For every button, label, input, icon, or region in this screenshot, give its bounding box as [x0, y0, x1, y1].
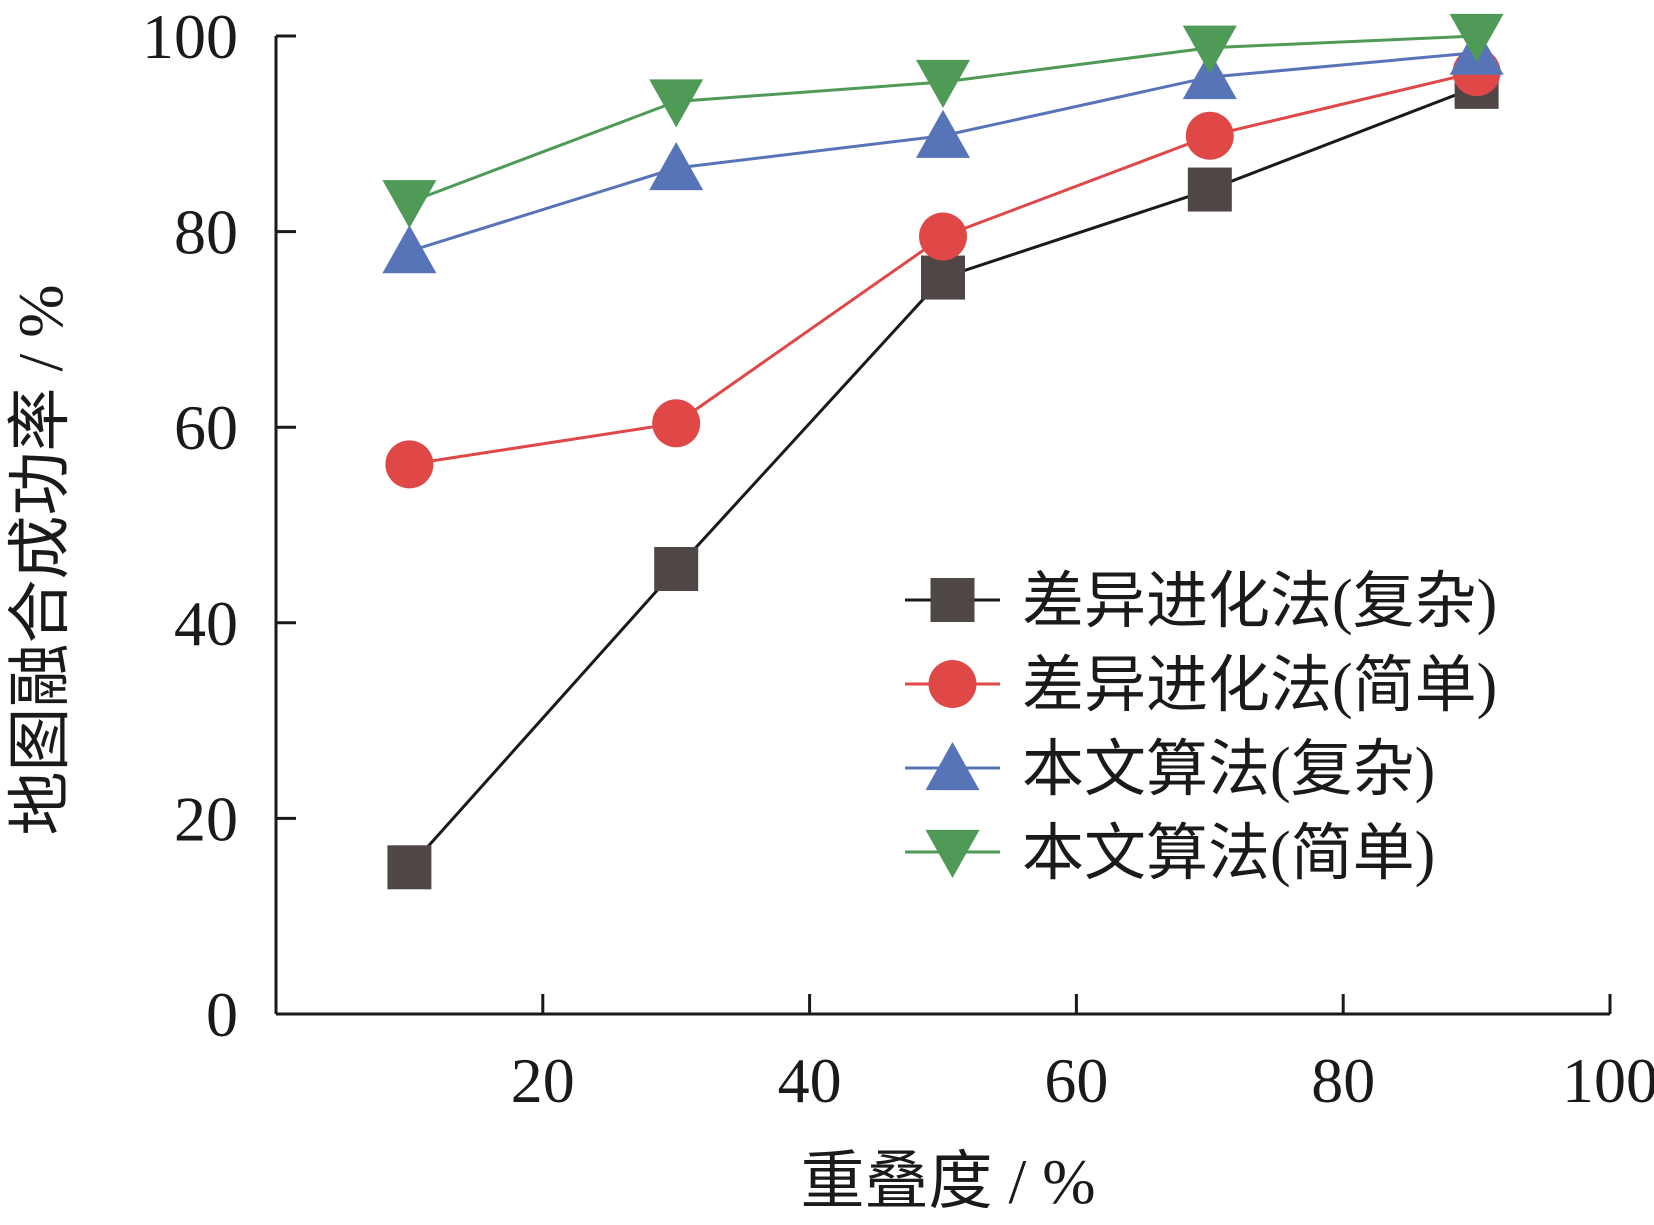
legend-marker [925, 829, 980, 878]
data-point [382, 225, 437, 274]
legend-marker [925, 742, 980, 791]
data-point [921, 255, 965, 300]
legend-marker [930, 578, 975, 622]
data-point [1187, 167, 1232, 212]
y-tick-label: 80 [174, 197, 238, 268]
y-axis-title: 地图融合成功率 / % [5, 284, 76, 835]
legend-item: 本文算法(复杂) [905, 736, 1435, 804]
data-point [1182, 25, 1237, 74]
legend: 差异进化法(复杂) 差异进化法(简单) 本文算法(复杂) 本文算法(简单) [905, 568, 1497, 888]
series-4 [382, 13, 1504, 229]
y-tick-label: 40 [174, 588, 238, 659]
legend-marker [928, 660, 977, 708]
y-tick-label: 100 [142, 1, 238, 72]
x-tick-label: 40 [778, 1045, 842, 1116]
data-point [1449, 13, 1504, 62]
y-ticks: 0 20 40 60 80 100 [142, 1, 296, 1050]
legend-label: 差异进化法(简单) [1022, 652, 1497, 720]
legend-item: 差异进化法(简单) [905, 652, 1497, 720]
legend-label: 本文算法(复杂) [1022, 736, 1435, 804]
legend-item: 差异进化法(复杂) [905, 568, 1497, 636]
data-point [1182, 51, 1237, 100]
data-point [649, 79, 704, 128]
data-point [919, 212, 967, 261]
axes [274, 36, 1610, 1016]
y-tick-label: 0 [206, 979, 238, 1050]
y-tick-label: 60 [174, 392, 238, 463]
data-point [916, 59, 970, 108]
data-point [652, 399, 701, 448]
data-point [1185, 111, 1234, 160]
y-tick-label: 20 [174, 783, 238, 854]
data-point [649, 142, 704, 191]
series-layer [382, 13, 1504, 890]
legend-item: 本文算法(简单) [905, 820, 1435, 888]
data-point [387, 845, 432, 890]
x-axis-title: 重叠度 / % [800, 1146, 1095, 1217]
x-tick-label: 60 [1044, 1045, 1108, 1116]
legend-label: 本文算法(简单) [1022, 820, 1435, 888]
series-2 [385, 48, 1501, 489]
legend-label: 差异进化法(复杂) [1022, 568, 1497, 636]
data-point [382, 180, 437, 229]
x-tick-label: 80 [1311, 1045, 1375, 1116]
x-tick-label: 20 [511, 1045, 575, 1116]
x-ticks: 20 40 60 80 100 [511, 994, 1654, 1116]
data-point [916, 109, 970, 158]
data-point [385, 440, 434, 489]
data-point [654, 547, 699, 592]
x-tick-label: 100 [1562, 1045, 1654, 1116]
series-3 [382, 26, 1504, 274]
